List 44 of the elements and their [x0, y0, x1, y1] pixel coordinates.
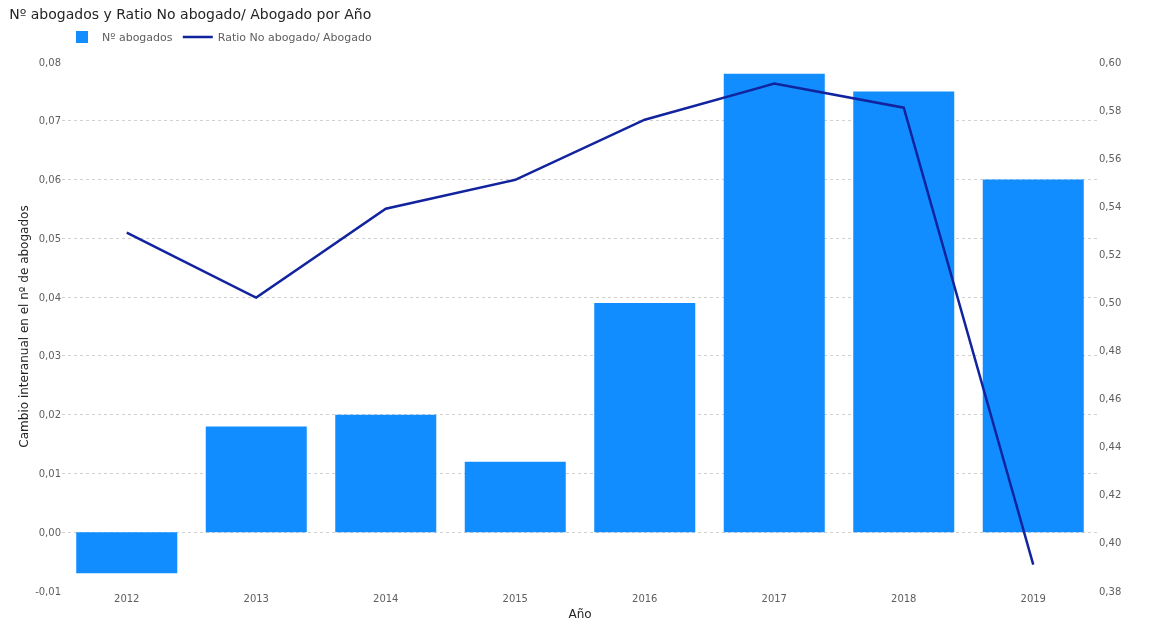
x-tick-label: 2015 [502, 593, 528, 604]
y2-tick-label: 0,42 [1099, 489, 1122, 501]
y2-tick-label: 0,56 [1099, 152, 1122, 164]
y-tick-label: 0,08 [38, 56, 61, 68]
y-tick-label: 0,04 [38, 291, 61, 303]
y-tick-label: 0,07 [38, 115, 61, 127]
chart-title: Nº abogados y Ratio No abogado/ Abogado por Año [9, 6, 372, 23]
x-tick-label: 2012 [114, 593, 140, 604]
x-tick-label: 2016 [632, 593, 658, 604]
y2-tick-label: 0,44 [1099, 441, 1122, 453]
x-tick-label: 2017 [761, 593, 787, 604]
x-axis-title: Año [568, 606, 592, 621]
y-tick-label: 0,03 [38, 350, 61, 362]
legend-label: Nº abogados [102, 31, 173, 45]
y2-tick-label: 0,40 [1099, 537, 1122, 549]
y2-tick-label: 0,60 [1099, 56, 1122, 68]
y-tick-label: 0,00 [38, 526, 61, 538]
bar [464, 461, 566, 533]
line-series [125, 82, 1035, 566]
y2-tick-label: 0,48 [1099, 345, 1122, 357]
y2-tick-label: 0,50 [1099, 296, 1122, 308]
bar [723, 73, 825, 533]
y-tick-label: 0,05 [38, 232, 61, 244]
y-tick-label: -0,01 [35, 585, 61, 597]
y2-tick-label: 0,46 [1099, 393, 1122, 405]
bar [335, 414, 437, 533]
y-tick-label: 0,02 [38, 409, 61, 421]
x-tick-label: 2014 [373, 593, 399, 604]
bar [982, 179, 1084, 533]
y-tick-label: 0,01 [38, 467, 61, 479]
legend-label: Ratio No abogado/ Abogado [217, 31, 373, 45]
bar [76, 532, 178, 574]
bar [853, 91, 955, 533]
bar [594, 302, 696, 533]
x-tick-label: 2018 [891, 593, 917, 604]
x-tick-label: 2013 [243, 593, 269, 604]
y-tick-label: 0,06 [38, 174, 61, 186]
y2-tick-label: 0,54 [1099, 200, 1122, 212]
y2-tick-label: 0,58 [1099, 104, 1122, 116]
bar [205, 426, 307, 533]
y-axis-title: Cambio interanual en el nº de abogados [17, 205, 31, 448]
y2-tick-label: 0,38 [1099, 585, 1122, 597]
y2-tick-label: 0,52 [1099, 248, 1122, 260]
x-tick-label: 2019 [1020, 593, 1046, 604]
